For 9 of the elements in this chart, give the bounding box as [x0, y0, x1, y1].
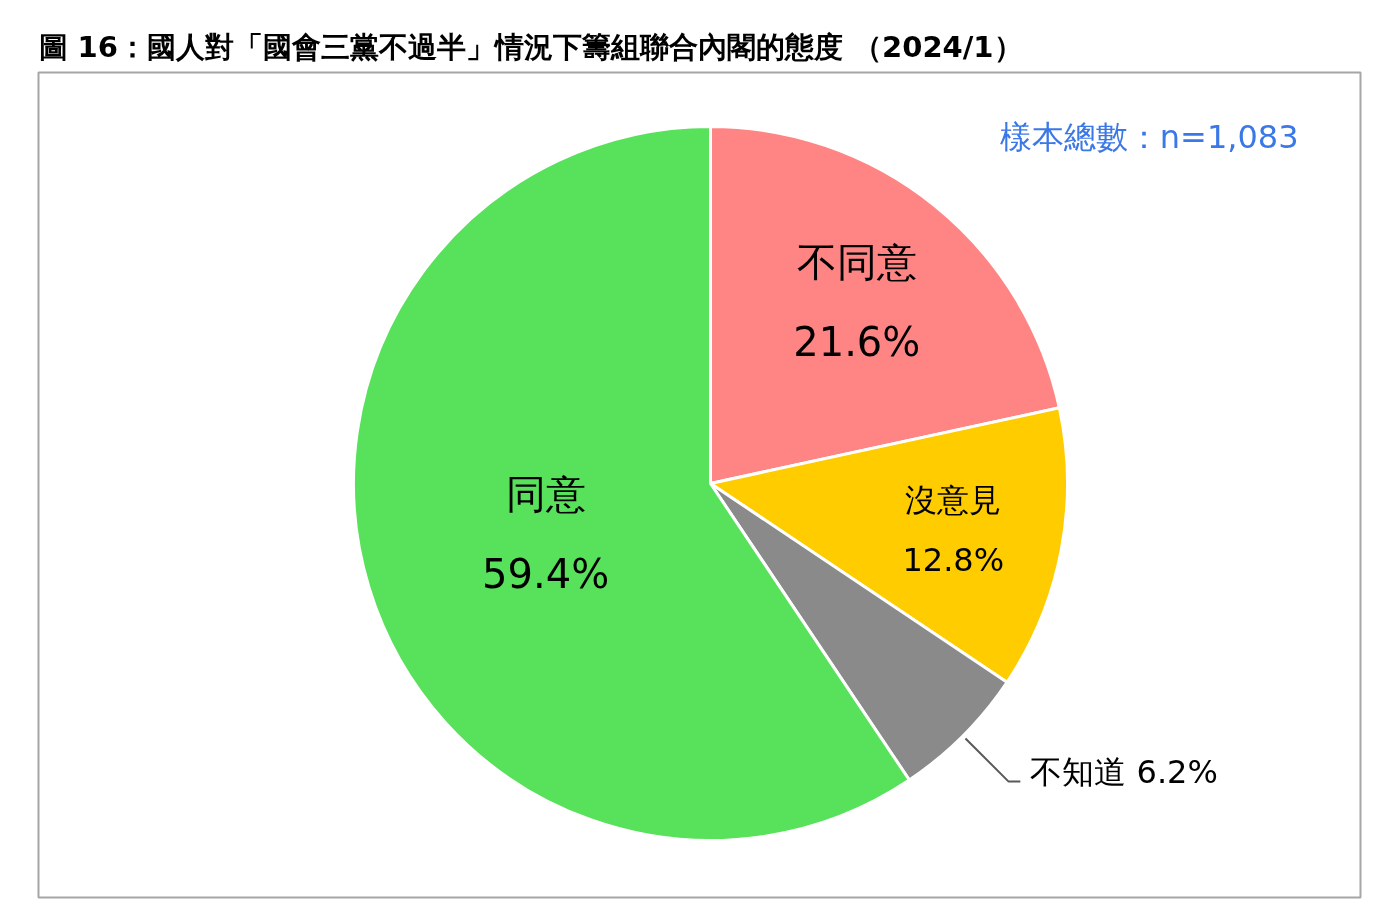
slice-label: 同意: [505, 470, 586, 517]
slice-label: 沒意見: [905, 480, 1002, 519]
slice-label: 不知道 6.2%: [1030, 753, 1218, 792]
chart-title: 圖 16：國人對「國會三黨不過半」情況下籌組聯合內閣的態度 （2024/1）: [38, 29, 1023, 64]
data-label: 21.6%: [793, 319, 921, 366]
text: 樣本總數：n=1,083: [999, 117, 1299, 156]
data-label: 12.8%: [902, 540, 1005, 579]
slice-label: 不同意: [796, 239, 917, 286]
data-label: 59.4%: [482, 550, 610, 597]
